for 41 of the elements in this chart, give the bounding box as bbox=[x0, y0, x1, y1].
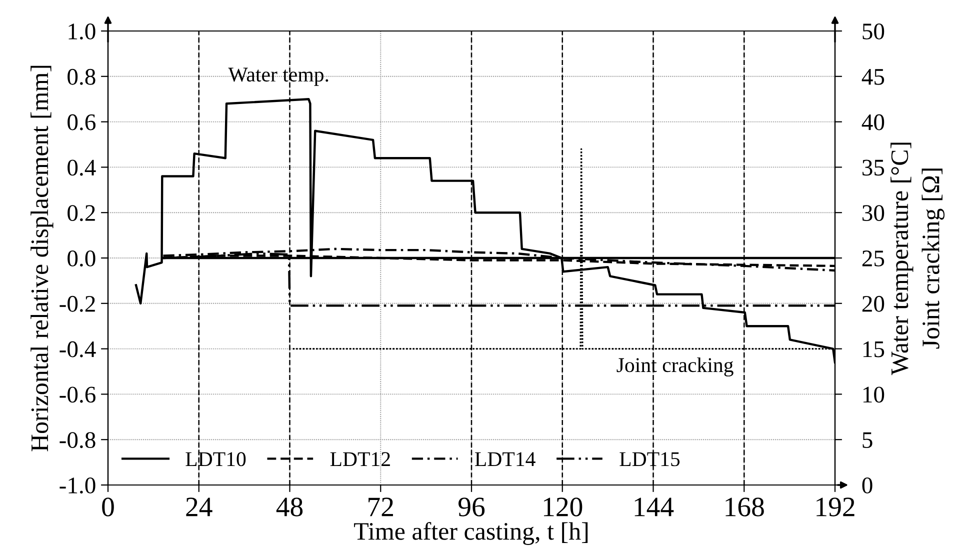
legend-label: LDT15 bbox=[620, 452, 680, 466]
y3-axis-title: Joint cracking [Ω] bbox=[922, 168, 945, 349]
y-tick-label: 0.2 bbox=[68, 205, 95, 222]
y-tick-label: -0.2 bbox=[60, 296, 95, 312]
y2-tick-label: 5 bbox=[862, 432, 872, 448]
x-tick-label: 96 bbox=[458, 498, 485, 516]
x-tick-label: 168 bbox=[726, 498, 764, 516]
y2-tick-label: 15 bbox=[863, 341, 884, 358]
x-tick-label: 72 bbox=[368, 498, 393, 516]
y-tick-label: 1.0 bbox=[68, 23, 96, 40]
annotation: Joint cracking bbox=[616, 357, 734, 376]
x-tick-label: 48 bbox=[276, 498, 303, 516]
y-tick-label: -0.6 bbox=[60, 386, 96, 403]
y2-tick-label: 50 bbox=[862, 23, 884, 40]
y-tick-label: 0.0 bbox=[68, 250, 96, 267]
x-axis-title: Time after casting, t [h] bbox=[354, 522, 588, 545]
y-axis-title: Horizontal relative displacement [mm] bbox=[30, 66, 54, 452]
y2-tick-label: 0 bbox=[862, 477, 872, 494]
x-tick-label: 192 bbox=[816, 498, 854, 516]
y2-tick-label: 20 bbox=[862, 296, 884, 312]
y2-tick-label: 30 bbox=[862, 205, 884, 222]
legend-label: LDT10 bbox=[186, 452, 246, 466]
y-tick-label: -0.8 bbox=[60, 432, 96, 448]
y-tick-label: -1.0 bbox=[60, 477, 96, 494]
x-tick-label: 0 bbox=[102, 498, 114, 516]
x-tick-label: 144 bbox=[634, 498, 674, 516]
y-tick-label: 0.8 bbox=[68, 68, 96, 85]
legend-label: LDT14 bbox=[475, 452, 536, 466]
annotation: Water temp. bbox=[228, 68, 328, 86]
y2-tick-label: 10 bbox=[863, 386, 884, 403]
y2-tick-label: 40 bbox=[862, 114, 884, 130]
x-tick-label: 24 bbox=[186, 498, 212, 516]
y2-tick-label: 45 bbox=[862, 69, 884, 85]
y2-axis-title: Water temperature [°C] bbox=[890, 142, 914, 376]
y-tick-label: 0.6 bbox=[68, 114, 96, 130]
y2-tick-label: 25 bbox=[862, 250, 884, 266]
y-tick-label: -0.4 bbox=[60, 341, 96, 358]
x-tick-label: 120 bbox=[544, 498, 582, 516]
y2-tick-label: 35 bbox=[862, 160, 884, 176]
y-tick-label: 0.4 bbox=[68, 160, 96, 176]
legend-label: LDT12 bbox=[330, 452, 390, 466]
